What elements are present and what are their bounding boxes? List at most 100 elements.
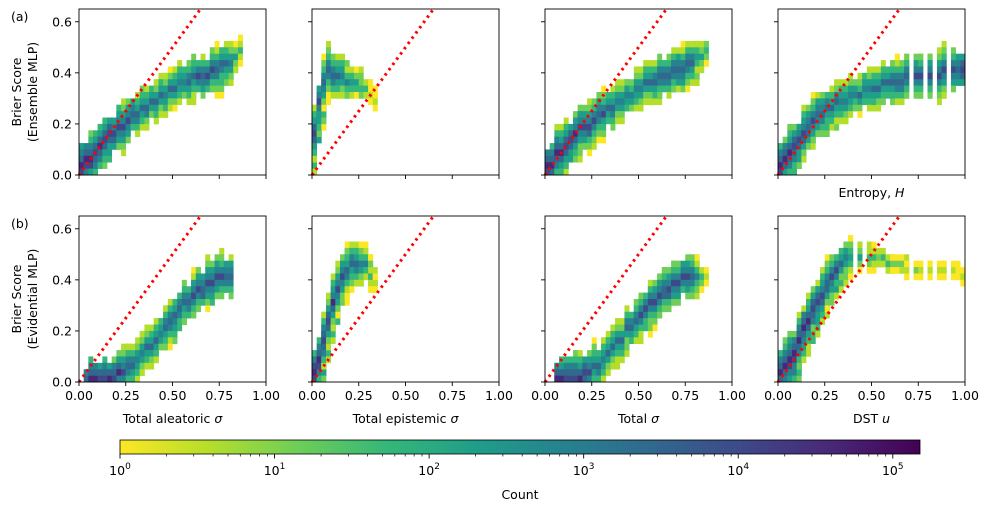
heatmap-cell xyxy=(121,117,127,125)
heatmap-cell xyxy=(321,337,327,344)
heatmap-cell xyxy=(195,292,201,300)
heatmap-cell xyxy=(312,123,317,131)
heatmap-cell xyxy=(810,143,816,150)
heatmap-cell xyxy=(228,66,234,74)
heatmap-cell xyxy=(834,292,840,300)
heatmap-cell xyxy=(163,85,169,93)
heatmap-cell xyxy=(111,369,117,376)
heatmap-cell xyxy=(344,267,350,274)
heatmap-cell xyxy=(894,254,900,261)
heatmap-cell xyxy=(209,260,215,268)
heatmap-cell xyxy=(801,155,807,163)
heatmap-cell xyxy=(796,324,802,332)
heatmap-cell xyxy=(782,369,788,376)
heatmap-cell xyxy=(116,136,122,144)
heatmap-cell xyxy=(326,53,331,61)
heatmap-cell xyxy=(228,286,234,293)
heatmap-cell xyxy=(610,104,616,112)
heatmap-cell xyxy=(689,273,695,281)
heatmap-cell xyxy=(223,47,229,54)
heatmap-cell xyxy=(624,79,630,86)
heatmap-cell xyxy=(573,149,579,157)
heatmap-cell xyxy=(829,123,835,131)
heatmap-cell xyxy=(703,267,709,274)
heatmap-cell xyxy=(633,305,639,313)
heatmap-cell xyxy=(685,47,691,54)
heatmap-cell xyxy=(335,299,341,306)
heatmap-cell xyxy=(237,60,243,67)
heatmap-cell xyxy=(205,286,211,293)
heatmap-cell xyxy=(205,60,211,67)
heatmap-cell xyxy=(936,267,942,274)
heatmap-cell xyxy=(615,350,621,357)
heatmap-cell xyxy=(880,85,886,93)
heatmap-cell xyxy=(144,330,150,338)
heatmap-cell xyxy=(829,299,835,306)
heatmap-cell xyxy=(680,47,686,54)
heatmap-cell xyxy=(214,40,220,48)
heatmap-cell xyxy=(918,267,924,274)
heatmap-cell xyxy=(316,123,322,131)
heatmap-cell xyxy=(778,162,783,169)
heatmap-cell xyxy=(135,356,141,364)
heatmap-cell xyxy=(121,343,127,351)
heatmap-cell xyxy=(191,98,197,106)
heatmap-cell xyxy=(139,362,145,370)
y-tick-label: 0.0 xyxy=(52,375,72,390)
heatmap-cell xyxy=(894,92,900,99)
heatmap-cell xyxy=(624,343,630,351)
heatmap-cell xyxy=(685,79,691,86)
heatmap-cell xyxy=(899,92,905,99)
heatmap-cell xyxy=(205,254,211,261)
heatmap-cell xyxy=(694,53,700,61)
heatmap-cell xyxy=(102,149,108,157)
heatmap-cell xyxy=(205,79,211,86)
heatmap-cell xyxy=(573,143,579,150)
heatmap-cell xyxy=(815,279,821,287)
heatmap-cell xyxy=(652,292,658,300)
heatmap-cell xyxy=(657,292,663,300)
heatmap-cell xyxy=(107,155,113,163)
heatmap-cells xyxy=(554,254,709,383)
heatmap-cell xyxy=(857,254,863,261)
heatmap-cell xyxy=(815,311,821,319)
heatmap-cell xyxy=(158,111,164,118)
heatmap-cell xyxy=(885,92,891,99)
heatmap-cell xyxy=(186,85,192,93)
heatmap-cell xyxy=(191,305,197,313)
heatmap-cell xyxy=(340,286,346,293)
heatmap-cell xyxy=(824,104,830,112)
heatmap-cell xyxy=(372,92,378,99)
heatmap-cell xyxy=(149,350,155,357)
heatmap-cell xyxy=(97,130,103,137)
heatmap-cell xyxy=(824,117,830,125)
heatmap-cell xyxy=(349,254,355,261)
heatmap-cell xyxy=(950,85,956,93)
heatmap-cell xyxy=(559,155,564,163)
heatmap-cell xyxy=(349,260,355,268)
heatmap-cell xyxy=(326,350,331,357)
heatmap-cell xyxy=(661,299,667,306)
heatmap-cell xyxy=(601,362,607,370)
heatmap-cell xyxy=(107,149,113,157)
heatmap-cell xyxy=(97,123,103,131)
heatmap-cell xyxy=(871,98,877,106)
heatmap-cell xyxy=(200,273,206,281)
heatmap-cell xyxy=(144,111,150,118)
heatmap-cell xyxy=(880,247,886,255)
heatmap-cell xyxy=(638,66,644,74)
heatmap-cell xyxy=(913,60,919,67)
heatmap-cell xyxy=(675,299,681,306)
heatmap-cell xyxy=(806,117,812,125)
heatmap-cell xyxy=(689,292,695,300)
heatmap-cell xyxy=(941,53,947,61)
heatmap-cell xyxy=(554,369,560,376)
heatmap-cell xyxy=(605,104,611,112)
heatmap-cell xyxy=(652,92,658,99)
heatmap-cell xyxy=(601,337,607,344)
heatmap-cell xyxy=(135,350,141,357)
heatmap-cell xyxy=(782,149,788,157)
heatmap-cell xyxy=(885,254,891,261)
heatmap-cell xyxy=(191,267,197,274)
